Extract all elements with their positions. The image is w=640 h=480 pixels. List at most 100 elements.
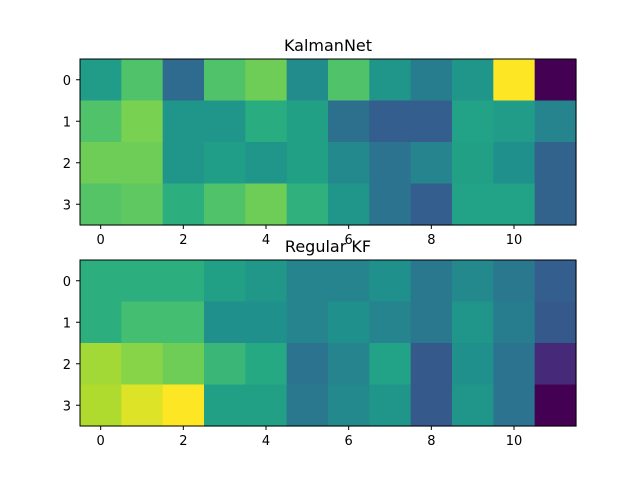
kalmannet-cell-r2-c7 <box>369 142 412 185</box>
kalmannet-cell-r3-c10 <box>493 183 536 226</box>
kalmannet-cell-r0-c6 <box>328 59 370 102</box>
kalmannet-cell-r2-c8 <box>410 142 453 185</box>
regular-kf-cell-r3-c6 <box>328 384 370 427</box>
regular-kf-title: Regular KF <box>285 237 371 256</box>
kalmannet-cell-r3-c1 <box>121 183 164 226</box>
kalmannet-cell-r3-c0 <box>80 183 122 226</box>
regular-kf-cells <box>80 260 577 427</box>
regular-kf-cell-r3-c5 <box>286 384 329 427</box>
regular-kf-x-tick-label: 2 <box>179 434 187 449</box>
regular-kf-cell-r0-c8 <box>410 260 453 303</box>
kalmannet-cell-r0-c4 <box>245 59 288 102</box>
kalmannet-cell-r3-c3 <box>204 183 246 226</box>
regular-kf-cell-r3-c0 <box>80 384 122 427</box>
regular-kf-cell-r3-c10 <box>493 384 536 427</box>
regular-kf-cell-r2-c11 <box>534 343 577 386</box>
kalmannet-frame <box>79 58 577 226</box>
kalmannet-cell-r0-c9 <box>452 59 494 102</box>
kalmannet-cell-r2-c5 <box>286 142 329 185</box>
regular-kf-cell-r2-c10 <box>493 343 536 386</box>
regular-kf-cell-r1-c8 <box>410 301 453 344</box>
regular-kf-heatmap: Regular KF 0 2 4 6 8 10 0 1 2 3 <box>63 237 577 449</box>
regular-kf-cell-r1-c7 <box>369 301 412 344</box>
regular-kf-cell-r1-c10 <box>493 301 536 344</box>
regular-kf-cell-r0-c1 <box>121 260 164 303</box>
kalmannet-cell-r2-c6 <box>328 142 370 185</box>
regular-kf-cell-r2-c5 <box>286 343 329 386</box>
kalmannet-cell-r2-c1 <box>121 142 164 185</box>
regular-kf-cell-r0-c9 <box>452 260 494 303</box>
kalmannet-y-tick-label: 2 <box>63 157 71 172</box>
regular-kf-cell-r2-c1 <box>121 343 164 386</box>
regular-kf-cell-r2-c7 <box>369 343 412 386</box>
kalmannet-cell-r1-c3 <box>204 100 246 143</box>
regular-kf-cell-r3-c2 <box>162 384 205 427</box>
kalmannet-cell-r1-c10 <box>493 100 536 143</box>
regular-kf-y-tick-label: 2 <box>63 358 71 373</box>
kalmannet-cell-r1-c8 <box>410 100 453 143</box>
regular-kf-frame <box>79 259 577 427</box>
kalmannet-y-tick-label: 3 <box>63 198 71 213</box>
regular-kf-cell-r2-c6 <box>328 343 370 386</box>
regular-kf-cell-r2-c4 <box>245 343 288 386</box>
kalmannet-heatmap: KalmanNet 0 2 4 6 8 10 0 1 2 3 <box>63 36 577 248</box>
regular-kf-cell-r1-c0 <box>80 301 122 344</box>
kalmannet-cell-r0-c11 <box>534 59 577 102</box>
kalmannet-title: KalmanNet <box>284 36 372 55</box>
regular-kf-cell-r0-c2 <box>162 260 205 303</box>
regular-kf-cell-r2-c0 <box>80 343 122 386</box>
kalmannet-y-ticks: 0 1 2 3 <box>63 74 80 213</box>
regular-kf-cell-r1-c9 <box>452 301 494 344</box>
regular-kf-cell-r3-c7 <box>369 384 412 427</box>
kalmannet-cell-r2-c9 <box>452 142 494 185</box>
regular-kf-y-tick-label: 0 <box>63 275 71 290</box>
regular-kf-x-ticks: 0 2 4 6 8 10 <box>97 426 523 449</box>
regular-kf-y-ticks: 0 1 2 3 <box>63 275 80 414</box>
regular-kf-cell-r3-c4 <box>245 384 288 427</box>
kalmannet-cell-r0-c5 <box>286 59 329 102</box>
kalmannet-cell-r3-c7 <box>369 183 412 226</box>
regular-kf-cell-r2-c9 <box>452 343 494 386</box>
regular-kf-cell-r2-c2 <box>162 343 205 386</box>
kalmannet-cell-r1-c11 <box>534 100 577 143</box>
kalmannet-cell-r1-c0 <box>80 100 122 143</box>
kalmannet-x-tick-label: 2 <box>179 233 187 248</box>
regular-kf-cell-r2-c3 <box>204 343 246 386</box>
regular-kf-cell-r3-c9 <box>452 384 494 427</box>
kalmannet-y-tick-label: 1 <box>63 115 71 130</box>
regular-kf-cell-r0-c10 <box>493 260 536 303</box>
kalmannet-cell-r2-c4 <box>245 142 288 185</box>
kalmannet-cells <box>80 59 577 226</box>
kalmannet-cell-r1-c2 <box>162 100 205 143</box>
regular-kf-cell-r3-c3 <box>204 384 246 427</box>
kalmannet-cell-r2-c0 <box>80 142 122 185</box>
kalmannet-cell-r1-c7 <box>369 100 412 143</box>
kalmannet-cell-r0-c3 <box>204 59 246 102</box>
regular-kf-y-tick-label: 1 <box>63 316 71 331</box>
regular-kf-x-tick-label: 10 <box>506 434 523 449</box>
regular-kf-x-tick-label: 6 <box>345 434 353 449</box>
kalmannet-cell-r0-c8 <box>410 59 453 102</box>
regular-kf-cell-r0-c0 <box>80 260 122 303</box>
kalmannet-cell-r3-c11 <box>534 183 577 226</box>
kalmannet-cell-r2-c11 <box>534 142 577 185</box>
kalmannet-x-tick-label: 8 <box>427 233 435 248</box>
regular-kf-cell-r1-c4 <box>245 301 288 344</box>
regular-kf-cell-r1-c11 <box>534 301 577 344</box>
regular-kf-cell-r1-c6 <box>328 301 370 344</box>
regular-kf-cell-r2-c8 <box>410 343 453 386</box>
regular-kf-x-tick-label: 8 <box>427 434 435 449</box>
kalmannet-x-tick-label: 4 <box>262 233 270 248</box>
kalmannet-cell-r0-c2 <box>162 59 205 102</box>
regular-kf-cell-r0-c7 <box>369 260 412 303</box>
kalmannet-cell-r1-c1 <box>121 100 164 143</box>
kalmannet-cell-r3-c8 <box>410 183 453 226</box>
kalmannet-y-tick-label: 0 <box>63 74 71 89</box>
regular-kf-x-tick-label: 4 <box>262 434 270 449</box>
kalmannet-cell-r0-c7 <box>369 59 412 102</box>
kalmannet-cell-r1-c9 <box>452 100 494 143</box>
kalmannet-cell-r3-c5 <box>286 183 329 226</box>
kalmannet-cell-r2-c10 <box>493 142 536 185</box>
kalmannet-cell-r0-c0 <box>80 59 122 102</box>
